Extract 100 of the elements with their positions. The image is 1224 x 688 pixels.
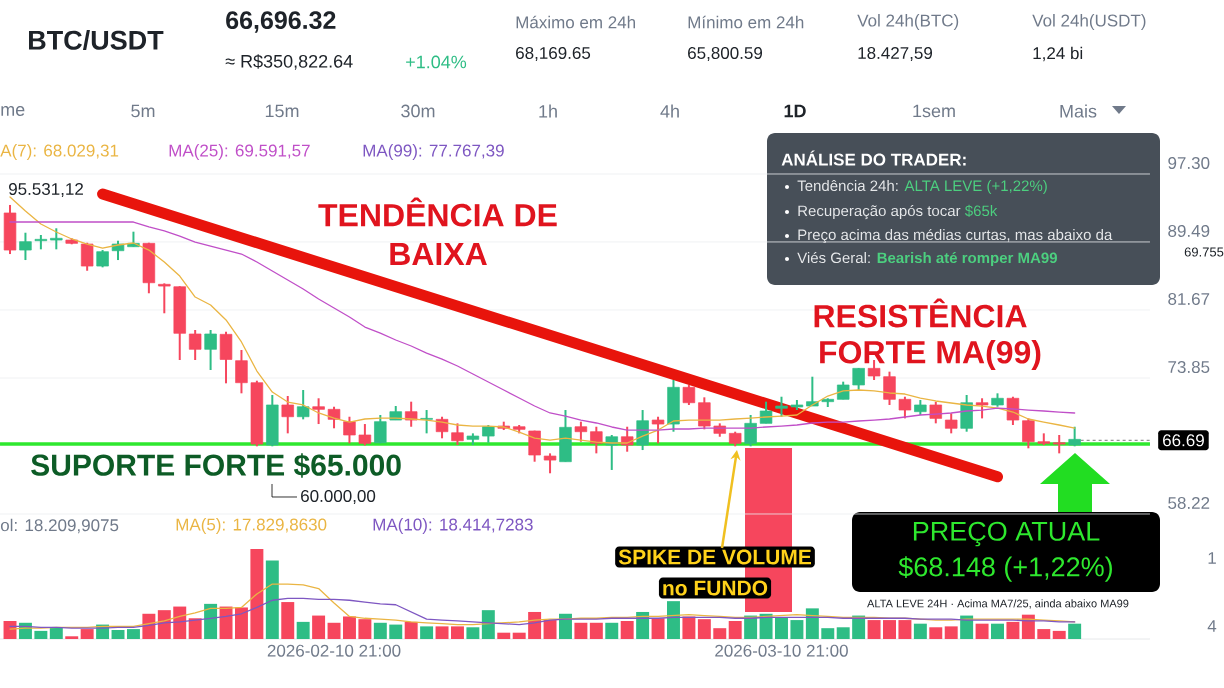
bar: [605, 622, 619, 639]
x-tick-label: 2026-02-10 21:00: [267, 644, 401, 657]
bar: [173, 606, 187, 639]
annotation: ALTA LEVE (+1,22%): [904, 180, 1047, 195]
bar: [713, 628, 727, 639]
bar: [420, 626, 434, 639]
bar: [790, 620, 804, 639]
annotation: no FUNDO: [663, 580, 768, 596]
text: ol: 18.209,9075: [0, 518, 119, 534]
text: 4h: [660, 104, 679, 118]
text: MA(5): 17.829,8630: [176, 518, 327, 534]
annotation: ALTA LEVE 24H · Acima MA7/25, ainda abaixo MA99: [867, 599, 1129, 609]
text: 69.755: [1184, 247, 1224, 257]
bar: [697, 619, 711, 639]
bar: [728, 620, 742, 639]
bar: [389, 624, 403, 639]
bar: [991, 623, 1004, 639]
bar: [1052, 630, 1066, 639]
text: MA(25): 69.591,57: [169, 144, 310, 160]
bar: [34, 630, 48, 639]
bar: [234, 607, 248, 639]
bar: [342, 616, 356, 639]
bar: [481, 610, 495, 639]
bar: [589, 622, 603, 639]
bar: [620, 620, 634, 639]
bar: [450, 626, 464, 639]
bar: [574, 622, 588, 639]
bar: [975, 623, 989, 639]
bar: [913, 623, 927, 639]
bar: [126, 629, 140, 639]
bar: [944, 626, 958, 639]
bar: [1068, 623, 1082, 639]
text: me: [1, 106, 25, 116]
bar: [960, 615, 974, 639]
annotation: $68.148 (+1,22%): [898, 556, 1112, 582]
bar: [543, 620, 557, 639]
y-tick-label: 97.30: [1168, 156, 1210, 170]
text: Vol 24h(BTC): [857, 14, 959, 30]
bar: [111, 629, 125, 639]
annotation: BAIXA: [390, 243, 487, 265]
bar: [821, 628, 835, 639]
text: 4: [1207, 620, 1217, 632]
text: 5m: [131, 104, 155, 118]
bar: [836, 627, 850, 639]
annotation: $65k: [964, 204, 998, 217]
bar: [65, 636, 79, 639]
bar: [558, 613, 572, 639]
bar: [466, 627, 480, 639]
text: 1D: [784, 104, 806, 118]
text: 1: [1208, 552, 1216, 564]
y-tick-label: 89.49: [1168, 224, 1210, 237]
bar: [898, 620, 912, 639]
annotation: 60.000,00: [301, 489, 376, 505]
bar: [667, 601, 680, 639]
text: Mínimo em 24h: [688, 15, 804, 29]
bar: [682, 616, 696, 639]
annotation: Bearish até romper MA99: [877, 251, 1057, 267]
text: 1sem: [913, 104, 955, 118]
bar: [759, 613, 773, 639]
bar: [512, 632, 526, 639]
annotation: Preço acima das médias curtas, mas abaixo da: [798, 228, 1113, 244]
bar: [358, 619, 372, 639]
bar: [204, 603, 218, 639]
text: 15m: [265, 104, 299, 118]
text: 68,169.65: [516, 46, 591, 62]
bar: [435, 626, 449, 639]
bar: [1037, 629, 1051, 639]
bar: [497, 632, 511, 639]
annotation: Viés Geral:: [797, 251, 870, 264]
bar: [1006, 621, 1020, 639]
bar: [265, 560, 279, 639]
bar: [636, 611, 650, 639]
text: Mais: [1060, 104, 1097, 118]
bar: [528, 611, 542, 639]
text: +1.04%: [406, 55, 467, 69]
bar: [883, 620, 896, 639]
text: 30m: [401, 104, 435, 118]
y-tick-label: 58.22: [1168, 496, 1210, 510]
annotation: TENDÊNCIA DE: [318, 197, 557, 227]
annotation: FORTE MA(99): [820, 340, 1041, 370]
annotation: RESISTÊNCIA: [814, 298, 1027, 328]
bar: [404, 621, 418, 639]
annotation: Tendência 24h:: [797, 179, 898, 192]
bar: [775, 617, 788, 639]
annotation: SPIKE DE VOLUME: [618, 549, 812, 565]
bar: [651, 618, 665, 639]
bar: [296, 621, 310, 639]
text: ≈ R$350,822.64: [225, 54, 353, 70]
y-tick-label: 81.67: [1168, 292, 1210, 305]
chart-title: BTC/USDT: [29, 29, 164, 51]
ref-line-label: SUPORTE FORTE $65.000: [31, 453, 401, 478]
text: Máximo em 24h: [516, 15, 635, 29]
annotation: Recuperação após tocar: [798, 204, 961, 220]
bar: [929, 627, 943, 639]
bar: [373, 622, 387, 639]
bar: [867, 620, 881, 639]
text: ANÁLISE DO TRADER:: [781, 150, 966, 166]
bar: [281, 602, 295, 639]
text: 18.427,59: [858, 46, 933, 62]
text: PREÇO ATUAL: [913, 521, 1100, 547]
